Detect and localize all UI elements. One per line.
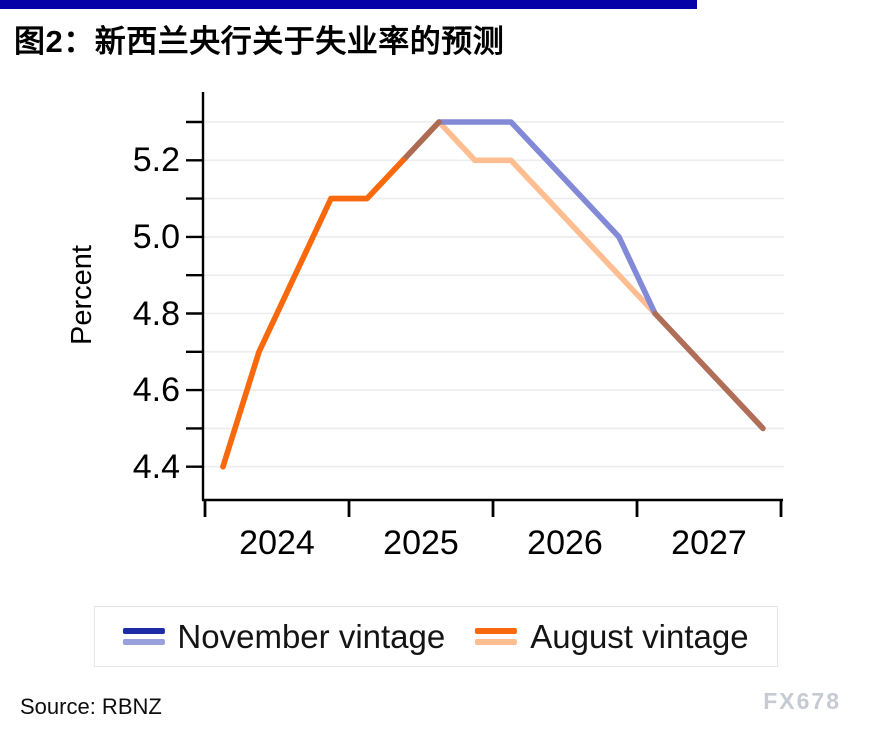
y-tick-label: 5.2 bbox=[132, 141, 180, 180]
series-segment bbox=[436, 119, 658, 317]
x-tick-label: 2026 bbox=[527, 524, 603, 562]
legend-item: August vintage bbox=[475, 618, 749, 655]
x-tick-label: 2027 bbox=[671, 524, 747, 562]
legend-item: November vintage bbox=[122, 620, 445, 653]
legend-label: August vintage bbox=[530, 618, 749, 655]
series-segment bbox=[220, 119, 442, 470]
swatch-bar bbox=[122, 639, 165, 645]
chart-legend: November vintage August vintage bbox=[93, 606, 778, 667]
swatch-bar bbox=[475, 639, 518, 645]
x-tick-label: 2025 bbox=[383, 524, 459, 562]
title-accent-bar bbox=[0, 0, 697, 9]
swatch-bar bbox=[122, 628, 165, 634]
y-axis-label: Percent bbox=[66, 245, 98, 345]
series-segment bbox=[400, 119, 442, 164]
y-tick-label: 4.8 bbox=[132, 294, 180, 333]
y-tick-label: 4.4 bbox=[132, 447, 180, 486]
source-note: Source: RBNZ bbox=[20, 694, 162, 719]
legend-label: November vintage bbox=[177, 618, 446, 655]
legend-line-swatch bbox=[122, 628, 165, 645]
y-tick-label: 4.6 bbox=[132, 371, 180, 410]
series-segment bbox=[436, 119, 658, 317]
series-segment bbox=[220, 157, 406, 470]
swatch-bar bbox=[475, 628, 518, 634]
series-segment bbox=[652, 310, 766, 432]
y-tick-label: 5.0 bbox=[132, 217, 180, 256]
watermark-fx678: FX678 bbox=[763, 688, 841, 714]
x-tick-label: 2024 bbox=[239, 524, 315, 562]
legend-line-swatch bbox=[475, 628, 518, 645]
page-title: 图2：新西兰央行关于失业率的预测 bbox=[14, 24, 505, 59]
